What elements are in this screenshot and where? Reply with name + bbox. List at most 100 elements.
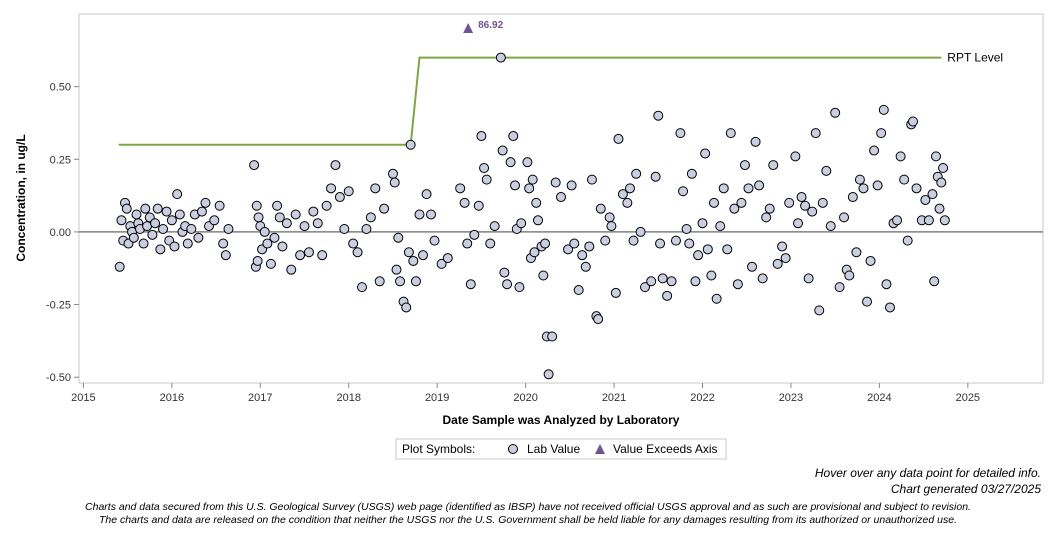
data-point[interactable] <box>610 287 621 298</box>
data-point[interactable] <box>116 215 127 226</box>
data-point[interactable] <box>395 276 406 287</box>
data-point[interactable] <box>617 189 628 200</box>
data-point[interactable] <box>657 273 668 284</box>
data-point[interactable] <box>854 174 865 185</box>
data-point[interactable] <box>586 174 597 185</box>
data-point[interactable] <box>499 267 510 278</box>
data-point[interactable] <box>218 238 229 249</box>
data-point[interactable] <box>425 209 436 220</box>
data-point[interactable] <box>152 203 163 214</box>
data-point[interactable] <box>281 218 292 229</box>
data-point[interactable] <box>757 273 768 284</box>
data-point[interactable] <box>881 279 892 290</box>
data-point[interactable] <box>348 238 359 249</box>
data-point[interactable] <box>899 174 910 185</box>
data-point[interactable] <box>138 238 149 249</box>
data-point[interactable] <box>743 183 754 194</box>
data-point[interactable] <box>839 212 850 223</box>
data-point[interactable] <box>321 200 332 211</box>
data-point[interactable] <box>495 52 506 63</box>
data-point[interactable] <box>784 197 795 208</box>
data-point[interactable] <box>410 276 421 287</box>
data-point[interactable] <box>635 226 646 237</box>
data-point[interactable] <box>729 203 740 214</box>
data-point[interactable] <box>334 192 345 203</box>
data-point[interactable] <box>147 229 158 240</box>
data-point[interactable] <box>702 244 713 255</box>
data-point[interactable] <box>290 209 301 220</box>
data-point[interactable] <box>299 221 310 232</box>
data-point[interactable] <box>455 183 466 194</box>
data-point[interactable] <box>269 232 280 243</box>
data-point[interactable] <box>150 218 161 229</box>
data-point[interactable] <box>577 250 588 261</box>
data-point[interactable] <box>339 224 350 235</box>
data-point[interactable] <box>357 282 368 293</box>
data-point[interactable] <box>527 174 538 185</box>
data-point[interactable] <box>631 168 642 179</box>
data-point[interactable] <box>421 189 432 200</box>
data-point[interactable] <box>200 197 211 208</box>
data-point[interactable] <box>277 241 288 252</box>
data-point[interactable] <box>128 232 139 243</box>
data-point[interactable] <box>761 212 772 223</box>
data-point[interactable] <box>365 212 376 223</box>
data-point[interactable] <box>485 238 496 249</box>
data-point[interactable] <box>711 293 722 304</box>
data-point[interactable] <box>876 128 887 139</box>
data-point[interactable] <box>739 160 750 171</box>
data-point[interactable] <box>403 247 414 258</box>
data-point[interactable] <box>653 110 664 121</box>
data-point[interactable] <box>844 270 855 281</box>
data-point[interactable] <box>393 232 404 243</box>
data-point[interactable] <box>907 116 918 127</box>
data-point[interactable] <box>593 314 604 325</box>
data-point[interactable] <box>825 221 836 232</box>
data-point[interactable] <box>251 200 262 211</box>
data-point[interactable] <box>754 180 765 191</box>
data-point[interactable] <box>274 212 285 223</box>
data-point[interactable] <box>540 238 551 249</box>
data-point[interactable] <box>343 186 354 197</box>
data-point[interactable] <box>580 261 591 272</box>
data-point[interactable] <box>272 200 283 211</box>
data-point[interactable] <box>624 183 635 194</box>
data-point[interactable] <box>700 148 711 159</box>
data-point[interactable] <box>249 160 260 171</box>
data-point[interactable] <box>114 261 125 272</box>
data-point[interactable] <box>747 261 758 272</box>
data-point[interactable] <box>793 218 804 229</box>
data-point[interactable] <box>303 247 314 258</box>
data-point[interactable] <box>936 177 947 188</box>
data-point[interactable] <box>569 238 580 249</box>
data-point[interactable] <box>604 212 615 223</box>
data-point[interactable] <box>810 128 821 139</box>
data-point[interactable] <box>709 197 720 208</box>
data-point[interactable] <box>462 238 473 249</box>
data-point[interactable] <box>442 253 453 264</box>
data-point[interactable] <box>476 131 487 142</box>
data-point[interactable] <box>750 136 761 147</box>
data-point[interactable] <box>706 270 717 281</box>
data-point[interactable] <box>790 151 801 162</box>
data-point[interactable] <box>690 276 701 287</box>
data-point[interactable] <box>807 206 818 217</box>
data-point[interactable] <box>920 194 931 205</box>
data-point[interactable] <box>196 206 207 217</box>
data-point[interactable] <box>584 241 595 252</box>
data-point[interactable] <box>830 107 841 118</box>
data-point[interactable] <box>722 244 733 255</box>
data-point[interactable] <box>693 250 704 261</box>
data-point[interactable] <box>459 197 470 208</box>
data-point[interactable] <box>262 238 273 249</box>
data-point[interactable] <box>650 171 661 182</box>
data-point[interactable] <box>209 215 220 226</box>
data-point[interactable] <box>622 197 633 208</box>
data-point[interactable] <box>166 215 177 226</box>
data-point[interactable] <box>161 206 172 217</box>
data-point[interactable] <box>481 174 492 185</box>
data-point[interactable] <box>800 200 811 211</box>
data-point[interactable] <box>253 212 264 223</box>
data-point[interactable] <box>391 264 402 275</box>
data-point[interactable] <box>374 276 385 287</box>
